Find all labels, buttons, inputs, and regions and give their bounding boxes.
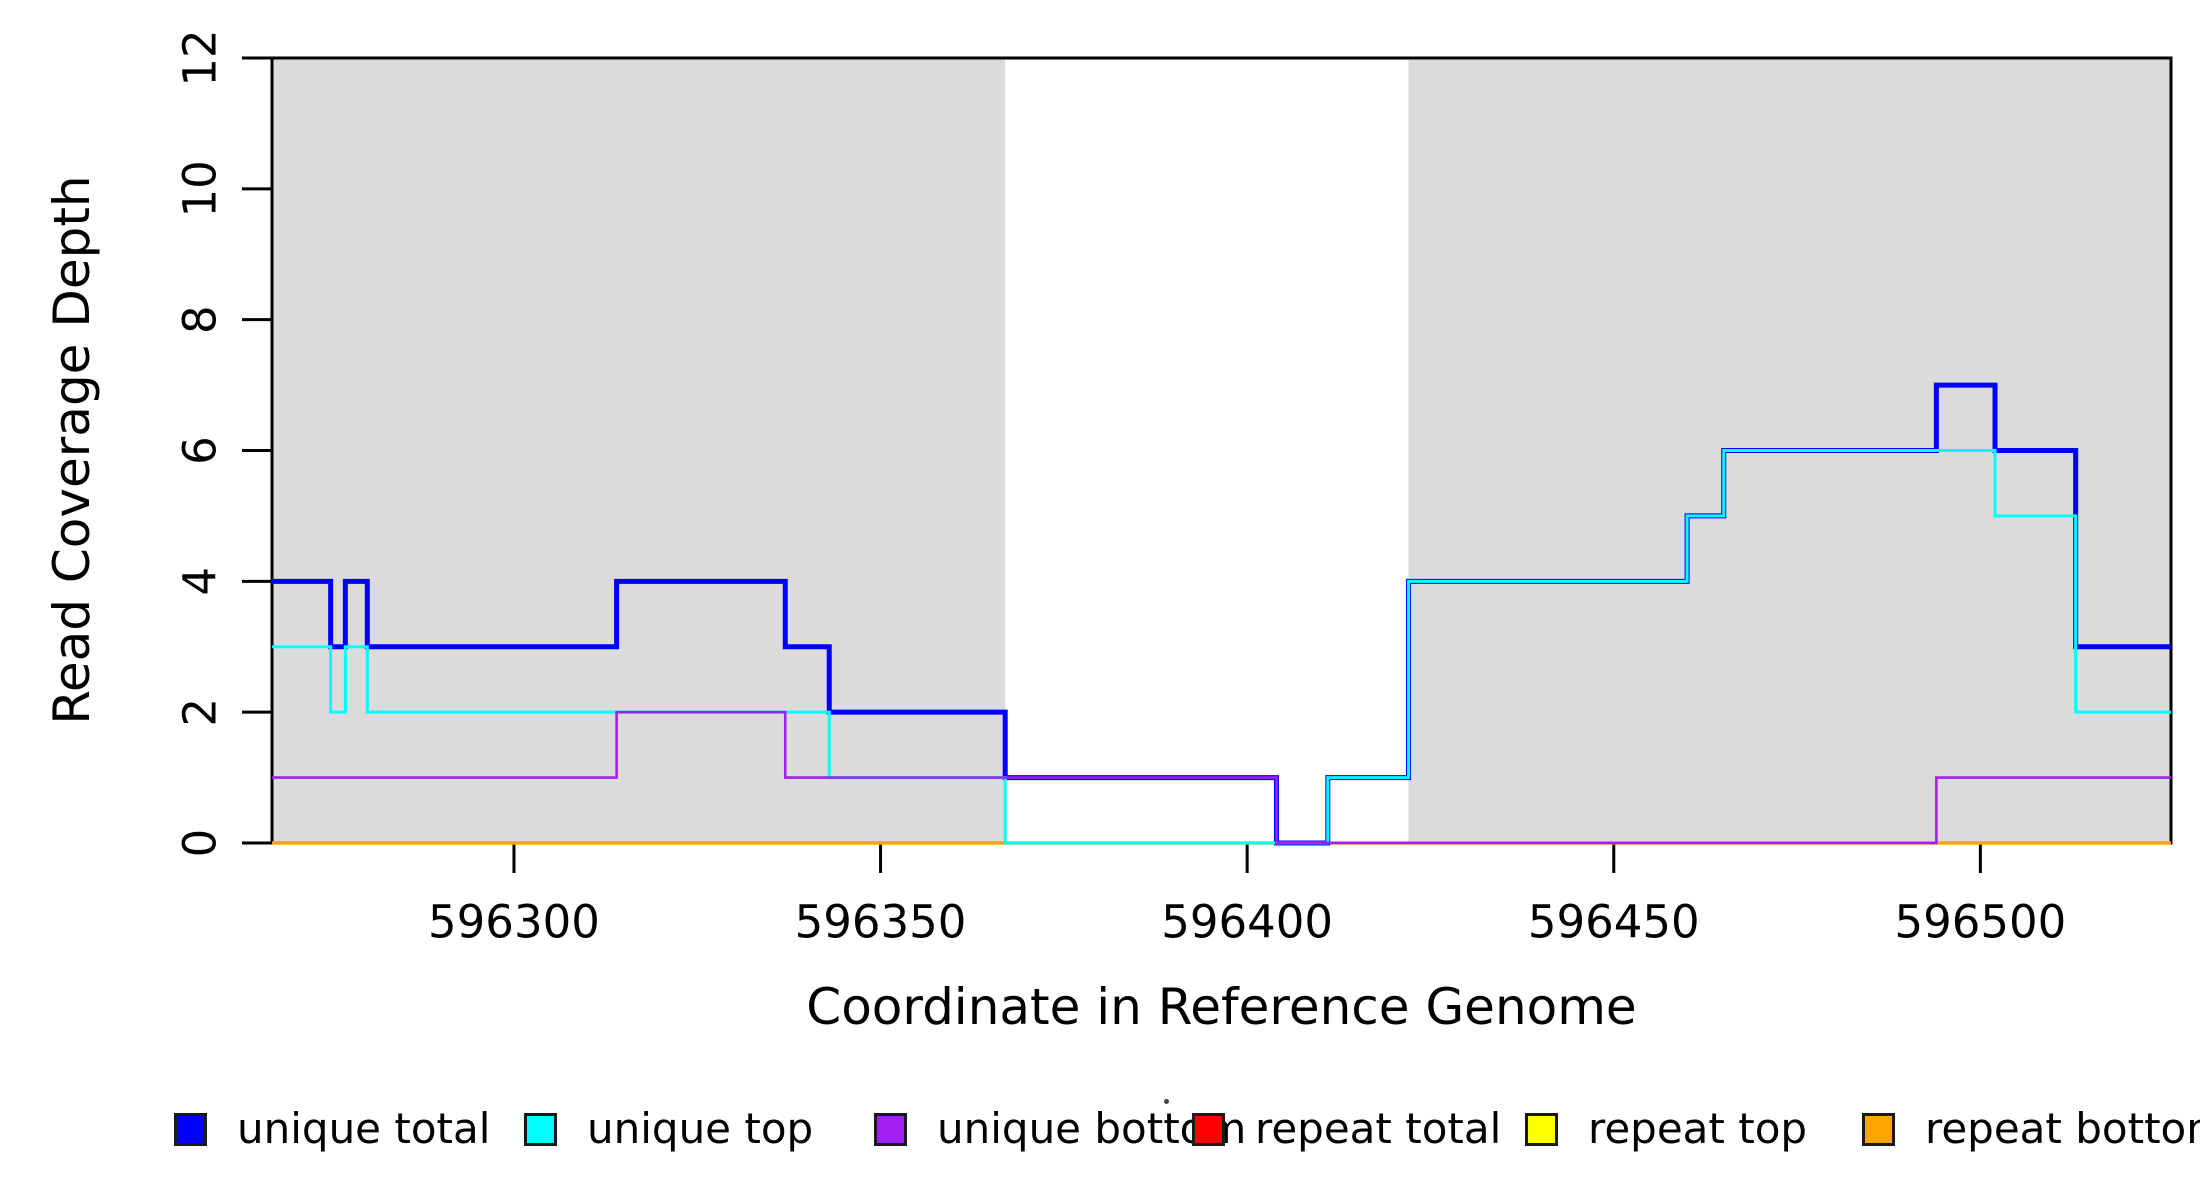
speck-artifact xyxy=(1164,1099,1169,1104)
legend-item-unique-top: unique top xyxy=(524,1106,813,1152)
y-tick-label: 6 xyxy=(174,436,227,465)
x-tick-label: 596300 xyxy=(428,896,600,949)
y-tick-label: 4 xyxy=(174,567,227,596)
legend-label: repeat bottom xyxy=(1925,1104,2200,1153)
legend-label: unique total xyxy=(237,1104,491,1153)
y-tick-label: 10 xyxy=(174,160,227,217)
legend-label: repeat top xyxy=(1588,1104,1808,1153)
x-axis-title: Coordinate in Reference Genome xyxy=(806,978,1637,1036)
legend-label: repeat total xyxy=(1255,1104,1502,1153)
legend-item-unique-bottom: unique bottom xyxy=(874,1106,1246,1152)
series-unique-bottom xyxy=(272,710,2171,845)
legend-item-repeat-top: repeat top xyxy=(1525,1106,1807,1152)
legend-item-repeat-bottom: repeat bottom xyxy=(1862,1106,2200,1152)
y-tick-label: 8 xyxy=(174,305,227,334)
x-tick-label: 596350 xyxy=(795,896,967,949)
y-tick-label: 2 xyxy=(174,698,227,727)
unique-top-swatch-icon xyxy=(524,1112,557,1146)
unique-bottom-swatch-icon xyxy=(874,1112,907,1146)
repeat-total-swatch-icon xyxy=(1192,1112,1225,1146)
y-axis-title: Read Coverage Depth xyxy=(43,175,101,725)
legend-item-repeat-total: repeat total xyxy=(1192,1106,1501,1152)
unique-total-swatch-icon xyxy=(174,1112,207,1146)
x-tick-label: 596450 xyxy=(1528,896,1700,949)
repeat-bottom-swatch-icon xyxy=(1862,1112,1895,1146)
y-tick-label: 12 xyxy=(174,29,227,86)
x-tick-label: 596500 xyxy=(1894,896,2066,949)
legend-label: unique top xyxy=(587,1104,814,1153)
series-unique-top xyxy=(272,449,2171,845)
x-tick-label: 596400 xyxy=(1161,896,1333,949)
y-tick-label: 0 xyxy=(174,829,227,858)
shaded-region xyxy=(272,58,1006,843)
legend-item-unique-total: unique total xyxy=(174,1106,490,1152)
repeat-top-swatch-icon xyxy=(1525,1112,1558,1146)
